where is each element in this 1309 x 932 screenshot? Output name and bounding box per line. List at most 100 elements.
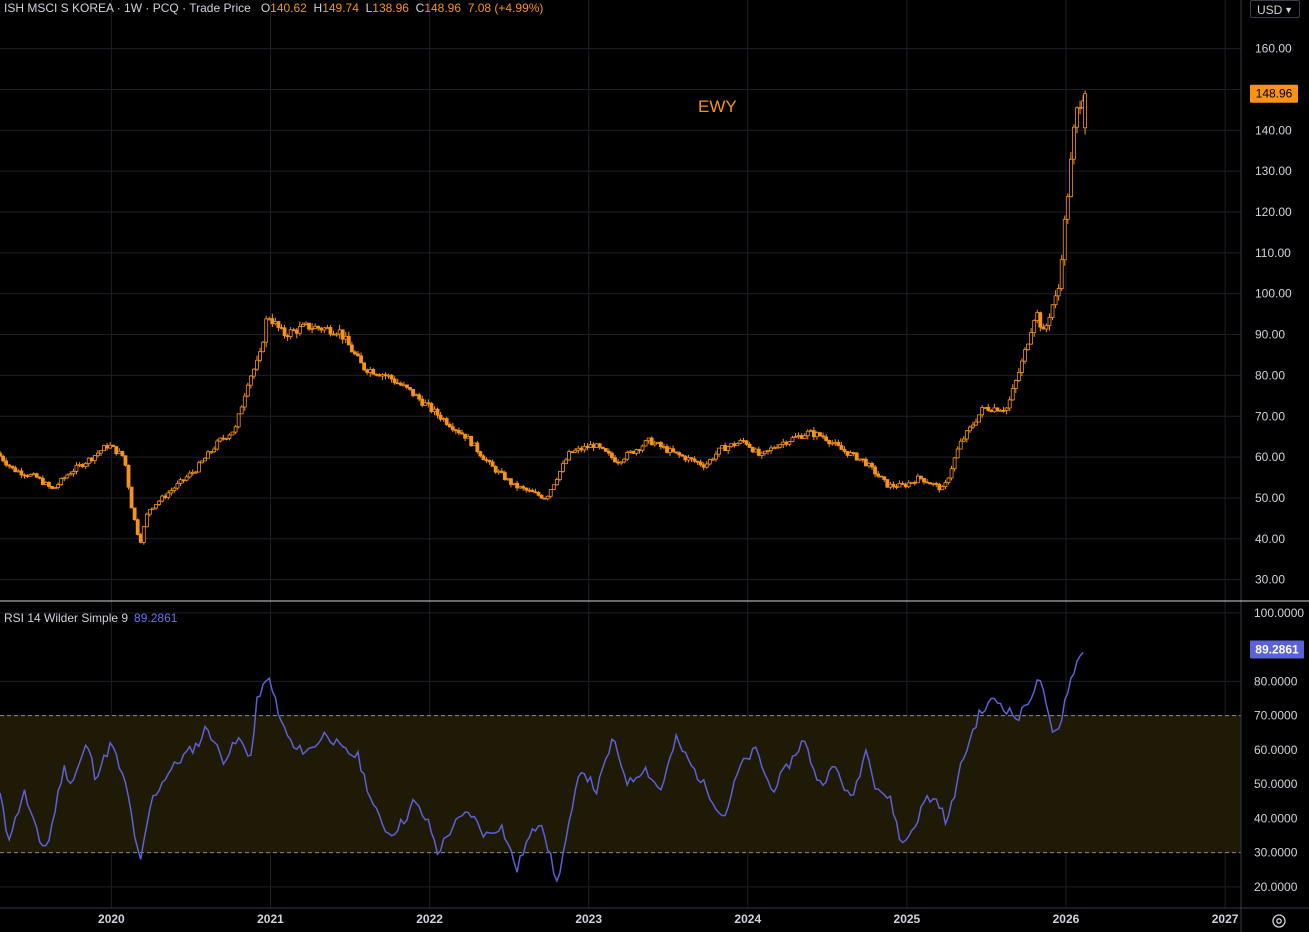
candle-body [432, 408, 437, 412]
candle-body [392, 378, 397, 384]
candle-body [796, 435, 801, 437]
candle-body [273, 321, 278, 325]
candle-body [328, 327, 333, 335]
candle-body [288, 329, 293, 337]
candle-body [919, 475, 923, 479]
candle-body [282, 327, 287, 337]
candle-body [1065, 196, 1070, 220]
candle-body [536, 492, 541, 496]
candle-body [444, 418, 449, 425]
currency-button[interactable]: USD ▼ [1250, 0, 1300, 18]
candle-body [1047, 316, 1052, 326]
candle-body [472, 442, 477, 447]
candle-body [1041, 326, 1046, 330]
candle-body [334, 333, 339, 336]
candle-body [1050, 304, 1055, 318]
candle-body [711, 458, 715, 461]
candle-body [270, 318, 275, 325]
candle-body [793, 436, 798, 439]
candle-body [824, 436, 829, 441]
x-tick-label: 2025 [894, 912, 921, 926]
candle-body [502, 472, 507, 481]
candle-body [490, 461, 495, 467]
candle-body [909, 481, 914, 484]
candle-body [83, 463, 88, 468]
candle-body [827, 440, 832, 445]
candle-body [285, 335, 290, 338]
candle-body [438, 414, 443, 420]
candle-body [588, 444, 593, 449]
high-value: 149.74 [322, 1, 359, 15]
candle-body [915, 475, 920, 484]
candle-body [96, 452, 100, 456]
rsi-value: 89.2861 [134, 611, 178, 625]
candle-body [218, 437, 223, 442]
candle-body [610, 452, 614, 458]
candle-body [637, 449, 642, 452]
rsi-header: RSI 14 Wilder Simple 9 89.2861 [4, 611, 177, 625]
candle-body [224, 437, 229, 440]
candle-body [114, 446, 119, 455]
candle-body [371, 369, 376, 375]
x-tick-label: 2027 [1212, 912, 1239, 926]
candle-body [190, 471, 195, 474]
candle-body [386, 374, 391, 377]
candle-body [496, 470, 501, 473]
candle-body [558, 470, 562, 480]
x-tick-label: 2021 [257, 912, 284, 926]
candle-body [148, 508, 152, 515]
candle-body [772, 447, 776, 450]
interval[interactable]: 1W [124, 1, 143, 15]
candle-body [958, 440, 963, 450]
candle-body [539, 494, 544, 499]
close-key: C [415, 1, 425, 15]
candle-body [481, 455, 486, 461]
gear-icon[interactable] [1270, 912, 1288, 930]
candle-body [756, 448, 761, 456]
candle-body [144, 513, 149, 528]
candle-body [897, 483, 902, 488]
candle-body [356, 353, 360, 357]
candle-body [646, 437, 651, 442]
candle-body [980, 407, 985, 416]
candle-body [603, 448, 608, 452]
rsi-title[interactable]: RSI 14 Wilder Simple 9 [4, 611, 129, 625]
candle-body [857, 458, 862, 461]
candle-body [775, 446, 780, 449]
candle-body [239, 406, 244, 415]
candle-body [200, 460, 204, 464]
candle-body [509, 478, 513, 485]
candle-body [753, 448, 758, 453]
candle-body [0, 452, 2, 457]
candle-body [955, 448, 960, 459]
candle-body [248, 375, 253, 386]
candle-body [854, 452, 859, 461]
candle-body [698, 461, 703, 466]
symbol-name[interactable]: ISH MSCI S KOREA [4, 1, 114, 15]
candle-body [1020, 360, 1024, 373]
candle-body [313, 325, 318, 329]
candle-body [591, 444, 596, 448]
candle-body [680, 454, 685, 457]
rsi-series [0, 651, 1084, 883]
candle-body [579, 447, 584, 451]
low-key: L [365, 1, 373, 15]
candle-body [389, 374, 394, 380]
candle-body [518, 486, 523, 489]
candle-body [447, 424, 452, 428]
candle-body [475, 442, 480, 453]
candle-body [16, 470, 21, 473]
chevron-down-icon: ▼ [1284, 5, 1293, 15]
candle-body [322, 327, 327, 331]
candle-body [47, 482, 51, 487]
candle-body [203, 457, 207, 462]
price-tick-label: 40.00 [1255, 532, 1285, 546]
candle-body [983, 407, 988, 409]
candle-body [1, 455, 5, 462]
candle-body [616, 461, 620, 464]
candle-body [1059, 259, 1064, 289]
candle-body [166, 492, 171, 498]
candle-body [818, 432, 822, 437]
candle-body [723, 445, 728, 451]
